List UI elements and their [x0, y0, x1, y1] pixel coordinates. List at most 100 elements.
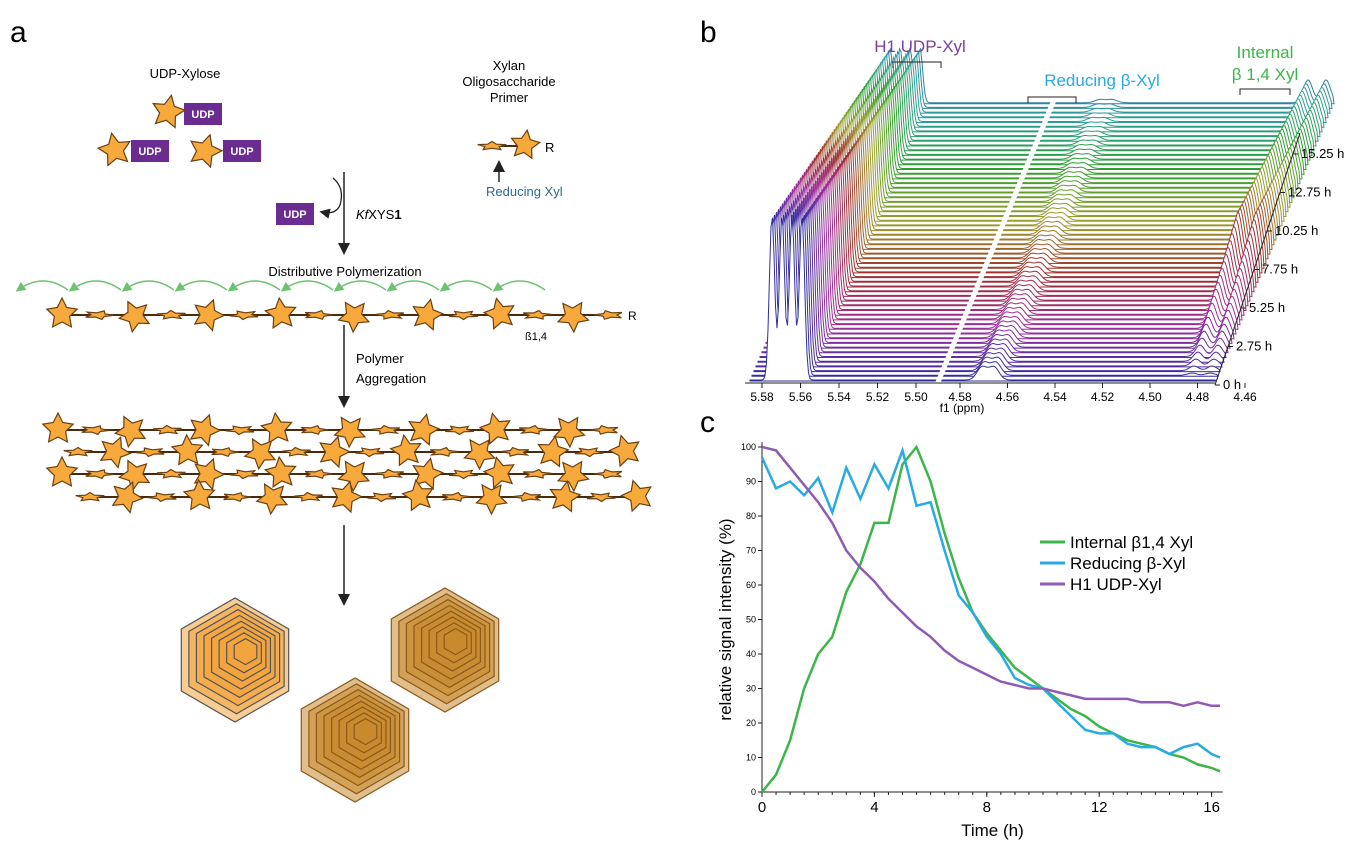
x-tick-label: 12 [1091, 799, 1108, 816]
xylose [157, 470, 186, 478]
time-tick-label: 12.75 h [1288, 185, 1331, 200]
xylose [265, 457, 295, 487]
label: UDP-Xylose [150, 66, 221, 81]
xylose [523, 311, 551, 319]
y-tick-label: 90 [746, 477, 756, 487]
series-line [762, 450, 1220, 757]
arrow [336, 281, 386, 290]
x-tick-label: 4 [870, 799, 878, 816]
xylose [305, 311, 332, 320]
xylose [376, 470, 404, 478]
xylose [575, 448, 604, 456]
xylose [191, 415, 220, 446]
xylose [153, 95, 185, 127]
y-tick-label: 50 [746, 615, 756, 625]
x-tick-label: 4.56 [996, 390, 1020, 404]
xylose [98, 133, 130, 165]
udp-tag: UDP [230, 146, 253, 158]
crystal-layer [234, 639, 257, 665]
x-tick-label: 4.48 [1186, 390, 1210, 404]
xylose [558, 303, 588, 332]
x-tick-label: 5.58 [750, 390, 774, 404]
xylose [157, 311, 186, 319]
x-tick-label: 8 [983, 799, 991, 816]
y-tick-label: 60 [746, 580, 756, 590]
xylose [449, 470, 478, 478]
arrow [177, 281, 227, 290]
xylose [464, 440, 494, 469]
time-tick-label: 5.25 h [1249, 300, 1285, 315]
xylose [513, 493, 541, 502]
y-tick-label: 100 [741, 442, 756, 452]
xylose [413, 299, 443, 329]
x-tick-label: 5.54 [827, 390, 851, 404]
xylose [442, 493, 470, 502]
arrow [322, 178, 341, 213]
crystal-layer [354, 719, 377, 745]
xylose [113, 482, 143, 512]
xylose [305, 470, 332, 479]
label: Xylan [493, 58, 526, 73]
panel-c: c 01020304050607080901000481216Time (h)r… [700, 406, 1223, 840]
arrow [495, 281, 545, 290]
x-tick-label: 5.52 [866, 390, 890, 404]
xylose [136, 448, 164, 456]
label: Polymer [356, 351, 404, 366]
xylose [610, 436, 639, 467]
arrow [124, 281, 174, 290]
xylose [282, 448, 310, 456]
legend-label: Reducing β-Xyl [1070, 554, 1186, 573]
x-tick-label: 4.52 [1091, 390, 1115, 404]
xylose [595, 311, 622, 320]
x-tick-label: 4.50 [1138, 390, 1162, 404]
xylose [172, 435, 202, 465]
panel-label: a [10, 16, 27, 49]
peak-label: Internal [1237, 43, 1294, 62]
xylose [476, 485, 506, 514]
arrow [389, 281, 439, 290]
x-tick-label: 0 [758, 799, 766, 816]
crystal-layer [444, 629, 467, 655]
y-axis-title: relative signal intensity (%) [716, 518, 735, 720]
y-tick-label: 40 [746, 649, 756, 659]
xylose [76, 493, 105, 501]
time-tick-label: 0 h [1223, 377, 1241, 392]
xylose [512, 130, 540, 158]
xylose [587, 493, 616, 501]
xylose [101, 437, 131, 467]
xylose [294, 493, 322, 501]
time-tick-label: 10.25 h [1275, 223, 1318, 238]
xylose [47, 457, 77, 486]
xylose [245, 439, 275, 469]
label: Distributive Polymerization [268, 264, 421, 279]
xylose [230, 470, 258, 478]
xylose [372, 426, 400, 434]
xylose [409, 414, 439, 444]
x-tick-label: 4.58 [948, 390, 972, 404]
xylose [430, 448, 458, 457]
y-tick-label: 30 [746, 684, 756, 694]
xylose [538, 436, 568, 466]
xylose [595, 470, 622, 479]
xylose [224, 493, 251, 502]
xylose [226, 426, 254, 434]
peak-label: Reducing β-Xyl [1044, 71, 1160, 90]
xylose [230, 311, 258, 319]
time-tick-label: 7.75 h [1262, 262, 1298, 277]
x-tick-label: 16 [1203, 799, 1220, 816]
xylose [523, 470, 551, 478]
xylose [480, 413, 510, 443]
label: Oligosaccharide [462, 74, 555, 89]
arrow [71, 281, 121, 290]
label: 1 [394, 207, 401, 222]
label: R [545, 140, 554, 155]
label: R [628, 309, 637, 323]
figure: a UDP-Xylose UDP UDP UDP UDP Xylan Oligo… [0, 0, 1354, 841]
bracket [1240, 89, 1290, 95]
y-tick-label: 10 [746, 753, 756, 763]
y-tick-label: 20 [746, 718, 756, 728]
xylose [212, 448, 239, 457]
enzyme: KfXYS1 [356, 207, 402, 222]
xylose [376, 311, 404, 319]
peak-label: H1 UDP-Xyl [874, 37, 966, 56]
